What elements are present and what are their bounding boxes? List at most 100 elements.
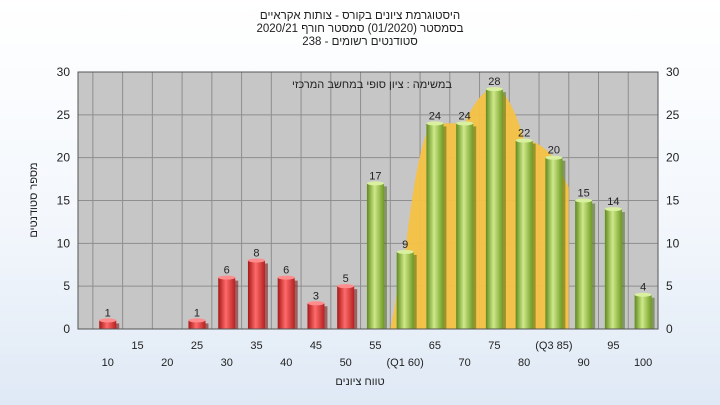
- bar-30: [218, 275, 239, 329]
- y-tick-right-30: 30: [666, 65, 680, 79]
- chart-subtitle-semester: בסמסטר (01/2020) סמסטר חורף 2020/21: [256, 23, 464, 35]
- bar-60: [396, 249, 417, 329]
- y-tick-left-20: 20: [57, 151, 71, 165]
- y-tick-left-25: 25: [57, 108, 71, 122]
- data-label-55: 17: [369, 170, 381, 182]
- bar-cap-40: [277, 275, 295, 280]
- bar-body-95: [604, 209, 622, 329]
- bar-body-50: [337, 286, 355, 329]
- data-label-35: 8: [253, 247, 259, 259]
- bar-50: [337, 284, 358, 329]
- data-label-95: 14: [607, 196, 619, 208]
- bar-body-60: [396, 251, 414, 329]
- y-tick-left-0: 0: [63, 322, 70, 336]
- x-tick-label-55: 55: [369, 340, 381, 352]
- y-tick-left-5: 5: [63, 279, 70, 293]
- bar-70: [456, 121, 477, 330]
- bar-body-40: [277, 277, 295, 329]
- bar-cap-90: [575, 198, 593, 203]
- x-tick-label-85: (Q3 85): [535, 340, 572, 352]
- bar-body-35: [247, 260, 265, 329]
- bar-body-100: [634, 294, 652, 329]
- x-tick-label-10: 10: [102, 357, 114, 369]
- bar-cap-80: [515, 138, 533, 143]
- bar-cap-60: [396, 249, 414, 254]
- bar-cap-70: [456, 121, 474, 126]
- bar-25: [188, 318, 209, 329]
- bar-body-25: [188, 320, 206, 329]
- data-label-60: 9: [402, 239, 408, 251]
- data-label-85: 20: [548, 145, 560, 157]
- bar-95: [604, 207, 625, 329]
- y-axis-title: מספר סטודנטים: [28, 162, 40, 238]
- bar-cap-45: [307, 301, 325, 306]
- x-tick-label-70: 70: [459, 357, 471, 369]
- chart-title: היסטוגרמת ציונים בקורס - צותות אקראיים: [259, 10, 461, 22]
- bar-body-80: [515, 140, 533, 329]
- x-axis-title: טווח ציונים: [335, 376, 385, 388]
- chart-annotation: במשימה : ציון סופי במחשב המרכזי: [292, 79, 453, 91]
- bar-cap-100: [634, 292, 652, 297]
- bar-cap-35: [247, 258, 265, 263]
- bar-cap-30: [218, 275, 236, 280]
- data-label-70: 24: [459, 110, 471, 122]
- x-tick-label-45: 45: [310, 340, 322, 352]
- bar-85: [545, 155, 566, 329]
- data-label-30: 6: [224, 265, 230, 277]
- y-tick-right-20: 20: [666, 151, 680, 165]
- x-tick-label-60: (Q1 60): [387, 357, 424, 369]
- y-tick-right-15: 15: [666, 194, 680, 208]
- y-tick-right-0: 0: [666, 322, 673, 336]
- x-tick-label-40: 40: [280, 357, 292, 369]
- bar-10: [99, 318, 120, 329]
- bar-90: [575, 198, 596, 329]
- x-tick-label-75: 75: [488, 340, 500, 352]
- bar-body-55: [366, 183, 384, 329]
- x-tick-label-80: 80: [518, 357, 530, 369]
- y-tick-right-5: 5: [666, 279, 673, 293]
- y-tick-left-15: 15: [57, 194, 71, 208]
- data-label-80: 22: [518, 128, 530, 140]
- bar-cap-65: [426, 121, 444, 126]
- data-label-40: 6: [283, 265, 289, 277]
- bar-cap-25: [188, 318, 206, 323]
- bar-55: [366, 181, 387, 329]
- x-tick-label-30: 30: [221, 357, 233, 369]
- x-tick-label-35: 35: [250, 340, 262, 352]
- data-label-100: 4: [640, 282, 646, 294]
- bar-75: [485, 87, 506, 329]
- data-label-10: 1: [105, 307, 111, 319]
- bar-body-70: [456, 123, 474, 330]
- data-label-25: 1: [194, 307, 200, 319]
- x-tick-label-95: 95: [607, 340, 619, 352]
- data-label-50: 5: [343, 273, 349, 285]
- bar-40: [277, 275, 298, 329]
- bar-cap-55: [366, 181, 384, 186]
- data-label-65: 24: [429, 110, 441, 122]
- y-tick-right-10: 10: [666, 236, 680, 250]
- bar-body-30: [218, 277, 236, 329]
- data-label-90: 15: [578, 188, 590, 200]
- y-tick-left-30: 30: [57, 65, 71, 79]
- y-tick-left-10: 10: [57, 236, 71, 250]
- x-tick-label-100: 100: [634, 357, 652, 369]
- bar-cap-75: [485, 87, 503, 92]
- bar-100: [634, 292, 655, 329]
- bar-45: [307, 301, 328, 329]
- bar-80: [515, 138, 536, 329]
- bar-cap-10: [99, 318, 117, 323]
- plot-border: [77, 71, 659, 330]
- bar-35: [247, 258, 268, 329]
- x-tick-label-15: 15: [131, 340, 143, 352]
- bar-body-45: [307, 303, 325, 329]
- x-tick-label-20: 20: [161, 357, 173, 369]
- bar-body-65: [426, 123, 444, 330]
- chart-title-block: היסטוגרמת ציונים בקורס - צותות אקראיים ב…: [0, 10, 720, 49]
- bar-body-90: [575, 200, 593, 329]
- data-label-45: 3: [313, 290, 319, 302]
- bar-65: [426, 121, 447, 330]
- bar-cap-95: [604, 207, 622, 212]
- bar-cap-85: [545, 155, 563, 160]
- x-tick-label-25: 25: [191, 340, 203, 352]
